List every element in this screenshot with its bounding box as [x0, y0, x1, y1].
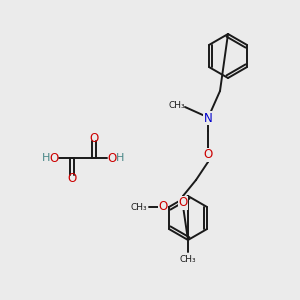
Text: O: O [50, 152, 58, 164]
Text: CH₃: CH₃ [131, 202, 147, 211]
Text: O: O [68, 172, 76, 184]
Text: O: O [89, 131, 99, 145]
Text: CH₃: CH₃ [180, 256, 196, 265]
Text: O: O [203, 148, 213, 161]
Text: H: H [42, 153, 50, 163]
Text: H: H [116, 153, 124, 163]
Text: N: N [204, 112, 212, 124]
Text: O: O [158, 200, 168, 214]
Text: O: O [107, 152, 117, 164]
Text: O: O [178, 196, 188, 209]
Text: CH₃: CH₃ [169, 101, 185, 110]
